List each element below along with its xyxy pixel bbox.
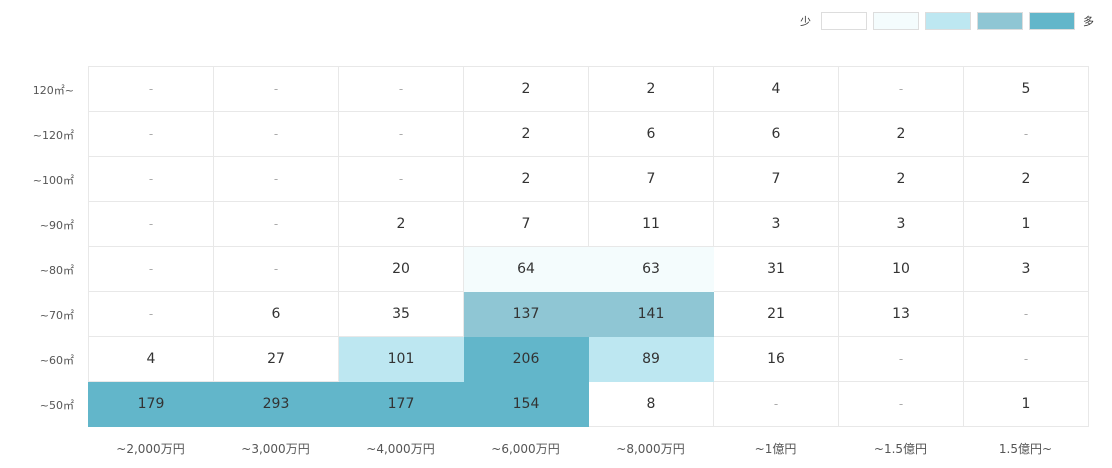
heatmap-cell: 7 — [713, 156, 839, 202]
heatmap-cell: 6 — [213, 291, 339, 337]
heatmap-cell: 16 — [713, 336, 839, 382]
heatmap-cell: 293 — [213, 381, 339, 427]
heatmap-row: - -2 7 11 3 3 1 — [88, 201, 1089, 247]
heatmap-cell: 10 — [838, 246, 964, 292]
legend-swatch-2 — [873, 12, 919, 30]
heatmap-cell: 2 — [838, 156, 964, 202]
heatmap-cell: 64 — [463, 246, 589, 292]
heatmap-cell: 179 — [88, 381, 214, 427]
heatmap-row: -6 35 137 141 21 13- — [88, 291, 1089, 337]
x-tick-label: ~8,000万円 — [616, 442, 685, 456]
y-tick-label: ~70㎡ — [39, 308, 74, 322]
legend-swatch-3 — [925, 12, 971, 30]
legend: 少 多 — [796, 12, 1098, 30]
y-tick-label: ~120㎡ — [32, 128, 74, 142]
x-tick-label: ~1.5億円 — [873, 442, 928, 456]
legend-low-label: 少 — [800, 15, 811, 28]
heatmap-cell: - — [88, 156, 214, 202]
heatmap-grid: - - -2 2 4-5- - -2 6 6 2- - - -2 7 7 2 2- -2 7 11 3 3 1- -20 64 6… — [88, 66, 1089, 427]
heatmap-cell: - — [88, 291, 214, 337]
heatmap-cell: 21 — [713, 291, 839, 337]
heatmap-cell: 20 — [338, 246, 464, 292]
heatmap-row: 4 27 101 206 89 16- - — [88, 336, 1089, 382]
heatmap-cell: 8 — [588, 381, 714, 427]
heatmap-cell: 4 — [713, 66, 839, 112]
heatmap-row: 179 293 177 154 8- -1 — [88, 381, 1089, 427]
heatmap-cell: 154 — [463, 381, 589, 427]
heatmap-cell: - — [213, 66, 339, 112]
heatmap-cell: 206 — [463, 336, 589, 382]
heatmap-cell: 3 — [713, 201, 839, 247]
heatmap-cell: 31 — [713, 246, 839, 292]
heatmap-cell: 177 — [338, 381, 464, 427]
heatmap-cell: - — [838, 66, 964, 112]
heatmap-cell: 2 — [463, 111, 589, 157]
heatmap-cell: 2 — [463, 66, 589, 112]
y-tick-label: ~50㎡ — [39, 398, 74, 412]
heatmap-cell: - — [838, 381, 964, 427]
heatmap-cell: 6 — [588, 111, 714, 157]
x-tick-label: ~2,000万円 — [116, 442, 185, 456]
heatmap-cell: 3 — [838, 201, 964, 247]
y-tick-label: 120㎡~ — [32, 83, 74, 97]
heatmap-cell: 6 — [713, 111, 839, 157]
heatmap-cell: 4 — [88, 336, 214, 382]
heatmap-cell: - — [338, 156, 464, 202]
heatmap-cell: 27 — [213, 336, 339, 382]
heatmap-cell: - — [213, 201, 339, 247]
legend-high-label: 多 — [1083, 15, 1094, 28]
x-tick-label: ~1億円 — [754, 442, 797, 456]
heatmap-cell: - — [713, 381, 839, 427]
heatmap-cell: - — [213, 111, 339, 157]
heatmap-cell: - — [88, 111, 214, 157]
heatmap-cell: 137 — [463, 291, 589, 337]
y-tick-label: ~90㎡ — [39, 218, 74, 232]
x-tick-label: ~4,000万円 — [366, 442, 435, 456]
y-tick-label: ~100㎡ — [32, 173, 74, 187]
y-tick-label: ~60㎡ — [39, 353, 74, 367]
heatmap-cell: 7 — [463, 201, 589, 247]
y-tick-label: ~80㎡ — [39, 263, 74, 277]
heatmap-cell: 2 — [838, 111, 964, 157]
heatmap-cell: 89 — [588, 336, 714, 382]
heatmap-cell: - — [213, 156, 339, 202]
heatmap-cell: - — [88, 246, 214, 292]
heatmap-cell: 3 — [963, 246, 1089, 292]
legend-swatch-5 — [1029, 12, 1075, 30]
heatmap-cell: - — [963, 291, 1089, 337]
heatmap-cell: - — [88, 201, 214, 247]
heatmap-cell: 7 — [588, 156, 714, 202]
x-tick-label: ~6,000万円 — [491, 442, 560, 456]
heatmap-cell: 5 — [963, 66, 1089, 112]
heatmap-cell: - — [963, 336, 1089, 382]
heatmap-cell: 35 — [338, 291, 464, 337]
heatmap-cell: 2 — [963, 156, 1089, 202]
x-tick-label: ~3,000万円 — [241, 442, 310, 456]
heatmap-cell: 141 — [588, 291, 714, 337]
legend-swatch-1 — [821, 12, 867, 30]
heatmap-cell: 101 — [338, 336, 464, 382]
heatmap-cell: 2 — [588, 66, 714, 112]
heatmap-cell: - — [338, 111, 464, 157]
heatmap-cell: 13 — [838, 291, 964, 337]
heatmap-cell: - — [338, 66, 464, 112]
heatmap-cell: 63 — [588, 246, 714, 292]
legend-swatch-4 — [977, 12, 1023, 30]
heatmap-cell: 2 — [463, 156, 589, 202]
heatmap-row: - -20 64 63 31 10 3 — [88, 246, 1089, 292]
heatmap-cell: - — [838, 336, 964, 382]
x-tick-label: 1.5億円~ — [998, 442, 1053, 456]
heatmap-cell: 1 — [963, 201, 1089, 247]
heatmap-cell: - — [963, 111, 1089, 157]
heatmap-cell: - — [88, 66, 214, 112]
heatmap-cell: 11 — [588, 201, 714, 247]
heatmap-cell: - — [213, 246, 339, 292]
heatmap-cell: 1 — [963, 381, 1089, 427]
heatmap-cell: 2 — [338, 201, 464, 247]
